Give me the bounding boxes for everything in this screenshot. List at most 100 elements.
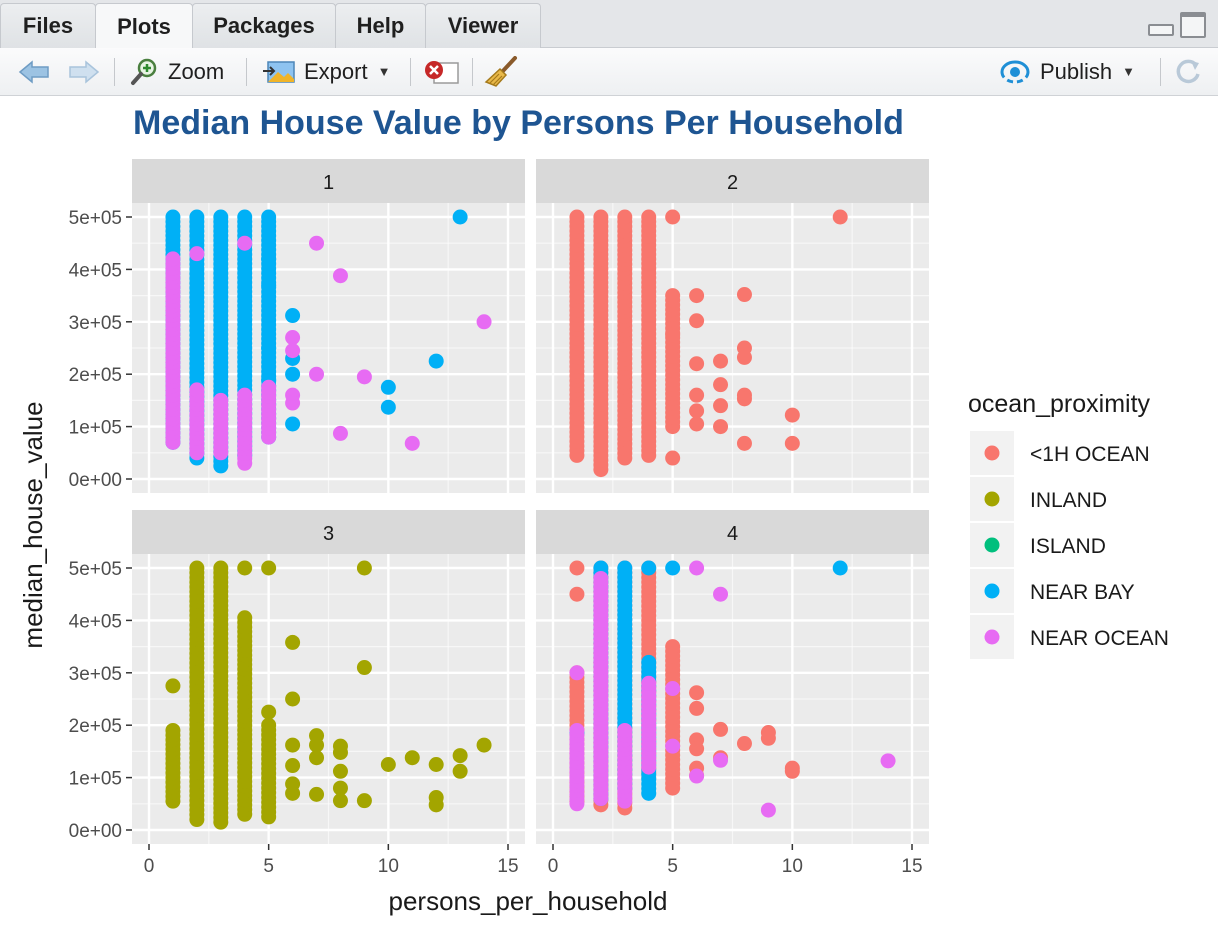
legend-label: ISLAND <box>1030 535 1106 558</box>
plots-toolbar: Zoom Export ▼ Publish ▼ <box>0 48 1218 96</box>
export-label: Export <box>304 58 368 84</box>
facet-panel-2: 2 <box>536 159 929 493</box>
data-point <box>641 654 657 670</box>
data-point <box>285 308 301 324</box>
zoom-magnifier-icon <box>130 57 160 87</box>
y-axis-title: median_house_value <box>18 401 48 648</box>
facet-strip <box>536 510 929 554</box>
data-point <box>332 268 348 284</box>
toolbar-separator <box>246 58 247 86</box>
x-tick-label: 15 <box>497 856 518 877</box>
data-point <box>641 209 657 225</box>
tab-help[interactable]: Help <box>335 3 426 48</box>
data-point <box>452 763 468 779</box>
data-point <box>332 425 348 441</box>
y-tick-label: 5e+05 <box>69 208 122 229</box>
minimize-pane-button[interactable] <box>1148 12 1174 38</box>
publish-menu-button[interactable]: Publish ▼ <box>998 48 1135 95</box>
y-tick-label: 0e+00 <box>69 470 122 491</box>
data-point <box>356 560 372 576</box>
tab-files[interactable]: Files <box>0 3 96 48</box>
data-point <box>736 435 752 451</box>
data-point <box>569 586 585 602</box>
series-inland <box>165 560 492 830</box>
x-tick-label: 5 <box>263 856 274 877</box>
data-point <box>261 704 277 720</box>
data-point <box>736 391 752 407</box>
data-point <box>189 209 205 225</box>
data-point <box>189 246 205 262</box>
data-point <box>689 356 705 372</box>
data-point <box>237 235 253 251</box>
refresh-button[interactable] <box>1173 48 1203 95</box>
zoom-button[interactable]: Zoom <box>130 48 224 95</box>
remove-plot-icon <box>422 58 460 86</box>
data-point <box>641 675 657 691</box>
maximize-pane-button[interactable] <box>1180 12 1206 38</box>
data-point <box>880 753 896 769</box>
data-point <box>261 251 277 267</box>
data-point <box>713 353 729 369</box>
data-point <box>784 407 800 423</box>
data-point <box>237 387 253 403</box>
y-tick-label: 3e+05 <box>69 313 122 334</box>
data-point <box>641 560 657 576</box>
facet-label: 3 <box>323 523 334 545</box>
data-point <box>665 288 681 304</box>
data-point <box>380 757 396 772</box>
data-point <box>665 450 681 466</box>
publish-label: Publish <box>1040 58 1113 84</box>
data-point <box>165 251 181 267</box>
data-point <box>285 758 301 774</box>
data-point <box>665 738 681 754</box>
data-point <box>689 768 705 784</box>
export-image-icon <box>262 58 296 86</box>
chevron-down-icon: ▼ <box>1122 64 1136 79</box>
data-point <box>689 313 705 329</box>
data-point <box>736 287 752 303</box>
data-point <box>569 722 585 738</box>
data-point <box>784 435 800 451</box>
facet-strip <box>536 159 929 203</box>
tab-viewer[interactable]: Viewer <box>425 3 541 48</box>
tab-packages[interactable]: Packages <box>192 3 336 48</box>
x-axis-title: persons_per_household <box>389 886 668 916</box>
data-point <box>689 741 705 757</box>
legend-label: NEAR BAY <box>1030 581 1135 604</box>
back-button[interactable] <box>18 48 50 95</box>
legend-swatch <box>984 537 1000 553</box>
clear-all-plots-button[interactable] <box>484 48 518 95</box>
data-point <box>665 639 681 655</box>
data-point <box>380 399 396 415</box>
zoom-label: Zoom <box>168 58 225 84</box>
series-near-ocean <box>165 235 492 471</box>
export-menu-button[interactable]: Export ▼ <box>262 48 390 95</box>
forward-button[interactable] <box>68 48 100 95</box>
chevron-down-icon: ▼ <box>377 64 391 79</box>
series-near-ocean <box>569 560 896 818</box>
data-point <box>189 560 205 576</box>
data-point <box>713 752 729 768</box>
y-tick-label: 1e+05 <box>69 418 122 439</box>
arrow-left-icon <box>18 59 50 85</box>
tab-label: Viewer <box>447 13 519 38</box>
data-point <box>380 379 396 395</box>
data-point <box>569 665 585 681</box>
remove-plot-button[interactable] <box>422 48 460 95</box>
toolbar-separator <box>472 58 473 86</box>
window-controls <box>1148 12 1206 38</box>
tab-label: Files <box>22 13 74 38</box>
legend-swatch <box>984 445 1000 461</box>
data-point <box>569 209 585 225</box>
x-tick-label: 10 <box>782 856 803 877</box>
data-point <box>309 786 325 802</box>
data-point <box>452 748 468 764</box>
legend: ocean_proximity <1H OCEAN INLAND ISLAND NEAR… <box>968 390 1169 659</box>
facet-label: 2 <box>727 172 738 194</box>
facet-panel-4: 4 0 5 10 15 <box>536 510 929 877</box>
y-tick-label: 4e+05 <box>69 260 122 281</box>
data-point <box>665 209 681 225</box>
data-point <box>309 750 325 766</box>
y-tick-label: 2e+05 <box>69 716 122 737</box>
